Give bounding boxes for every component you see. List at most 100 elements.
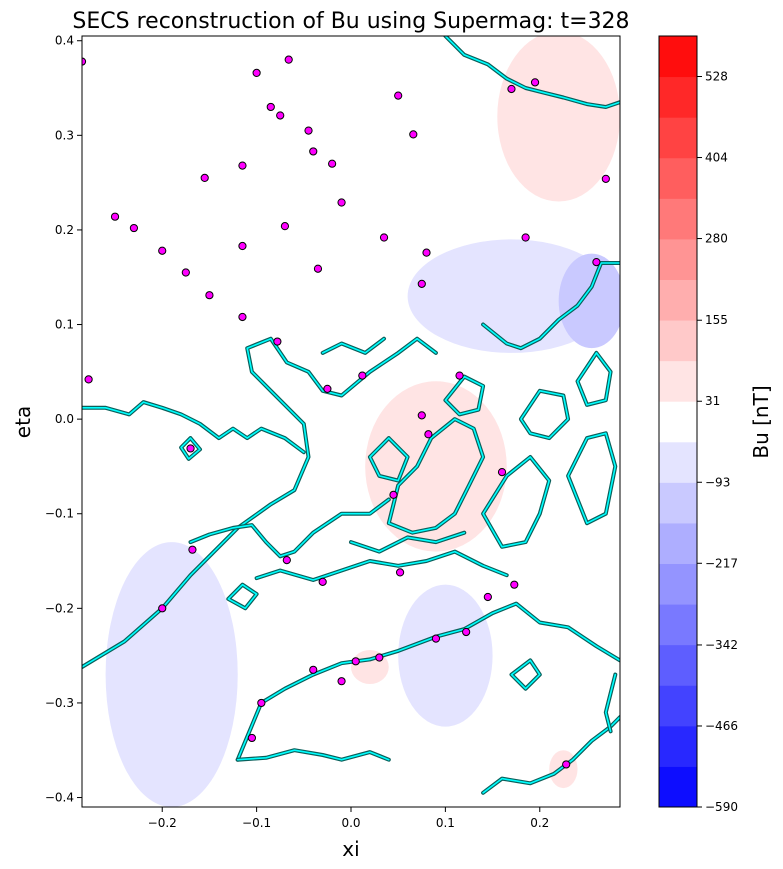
colorbar-tick-label: −342 xyxy=(705,638,738,652)
station-marker xyxy=(562,760,571,769)
y-tick-label: 0.2 xyxy=(55,223,74,237)
station-marker xyxy=(84,375,93,384)
colorbar-tick-label: 155 xyxy=(705,313,728,327)
station-marker xyxy=(337,198,346,207)
coastline-13 xyxy=(369,437,409,482)
coastline-15 xyxy=(520,389,569,439)
colorbar-frame xyxy=(658,35,698,808)
x-axis-label: xi xyxy=(342,837,359,861)
station-marker xyxy=(205,291,214,300)
x-tick-label: 0.2 xyxy=(530,816,549,830)
coastline-16 xyxy=(576,352,612,406)
y-axis-ticks: −0.4 −0.3 −0.2 −0.1 0.0 0.1 0.2 0.3 0.4 xyxy=(45,34,82,805)
coastline-11 xyxy=(482,456,551,548)
station-marker xyxy=(395,568,405,577)
station-marker xyxy=(266,102,275,112)
coastline-8 xyxy=(444,36,620,108)
station-marker-layer xyxy=(82,55,610,769)
colorbar xyxy=(659,36,697,808)
colorbar-tick-label: −93 xyxy=(705,475,730,489)
colorbar-label: Bu [nT] xyxy=(749,385,773,458)
chart-title: SECS reconstruction of Bu using Supermag… xyxy=(72,9,629,34)
y-tick-label: −0.2 xyxy=(45,601,74,615)
coastline-21 xyxy=(350,531,466,553)
x-axis-ticks: −0.2 −0.1 0.0 0.1 0.2 xyxy=(148,807,549,830)
coastline-14 xyxy=(444,375,484,416)
station-marker xyxy=(375,653,384,662)
colorbar-band xyxy=(659,36,697,78)
y-tick-label: 0.3 xyxy=(55,128,74,142)
coastline-19 xyxy=(510,659,541,690)
colorbar-tick-label: 31 xyxy=(705,394,720,408)
station-marker xyxy=(424,430,433,439)
contour-region-3 xyxy=(558,253,620,349)
colorbar-tick-label: 528 xyxy=(705,70,728,84)
station-marker xyxy=(389,490,398,499)
coastline-22 xyxy=(321,337,385,354)
y-tick-label: −0.3 xyxy=(45,696,74,710)
station-marker xyxy=(158,604,167,613)
station-marker xyxy=(276,111,285,120)
coastline-3 xyxy=(189,498,390,558)
colorbar-band xyxy=(659,198,697,240)
station-marker xyxy=(462,627,471,637)
station-marker xyxy=(238,161,247,170)
station-marker xyxy=(351,657,360,666)
station-marker xyxy=(592,257,601,267)
station-marker xyxy=(181,268,190,277)
x-tick-label: −0.2 xyxy=(148,816,177,830)
station-marker xyxy=(200,173,209,183)
station-marker xyxy=(497,468,507,477)
station-marker xyxy=(409,130,418,139)
station-marker xyxy=(110,212,120,221)
station-marker xyxy=(129,223,139,233)
contour-region-1 xyxy=(497,36,620,202)
colorbar-band xyxy=(659,360,697,402)
station-marker xyxy=(280,222,290,231)
contour-region-5 xyxy=(105,542,238,807)
x-tick-label: −0.1 xyxy=(242,816,271,830)
station-marker xyxy=(309,665,318,674)
colorbar-tick-label: 280 xyxy=(705,232,728,246)
station-marker xyxy=(455,371,464,380)
station-marker xyxy=(521,233,530,242)
station-marker xyxy=(247,733,256,743)
colorbar-band xyxy=(659,238,697,280)
station-marker xyxy=(158,246,167,255)
colorbar-tick-label: −217 xyxy=(705,556,738,570)
colorbar-tick-label: −466 xyxy=(705,719,738,733)
station-marker xyxy=(507,84,516,94)
station-marker xyxy=(422,248,431,257)
coastline-4 xyxy=(255,550,508,581)
colorbar-ticks: −590 −466 −342 −217 −93 31 155 280 404 528 xyxy=(697,70,738,814)
station-marker xyxy=(318,577,327,586)
y-axis-label: eta xyxy=(11,406,35,438)
coastline-2 xyxy=(82,401,305,454)
station-marker xyxy=(358,371,367,380)
station-marker xyxy=(309,147,318,156)
coastline-20 xyxy=(604,673,617,733)
station-marker xyxy=(601,174,610,183)
contour-region-6 xyxy=(398,584,493,727)
colorbar-band xyxy=(659,401,697,443)
station-marker xyxy=(328,159,337,168)
colorbar-tick-label: 404 xyxy=(705,151,728,165)
contour-region-4 xyxy=(365,381,507,552)
station-marker xyxy=(252,68,261,77)
station-marker xyxy=(186,444,195,453)
station-marker xyxy=(188,545,197,554)
coastline-17 xyxy=(180,437,201,460)
colorbar-band xyxy=(659,725,697,767)
x-tick-label: 0.0 xyxy=(341,816,360,830)
coastline-10 xyxy=(387,418,484,534)
colorbar-band xyxy=(659,563,697,605)
station-marker xyxy=(417,411,426,420)
colorbar-band xyxy=(659,685,697,727)
colorbar-band xyxy=(659,157,697,199)
colorbar-band xyxy=(659,644,697,686)
station-marker xyxy=(304,126,313,135)
station-marker xyxy=(530,78,540,87)
contour-field-layer xyxy=(105,36,620,807)
coastline-9 xyxy=(482,262,620,350)
